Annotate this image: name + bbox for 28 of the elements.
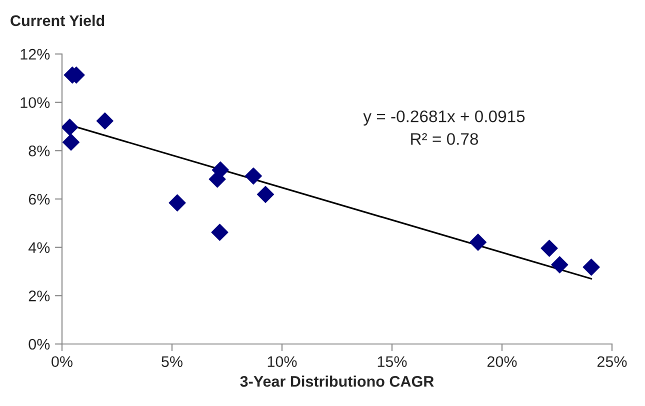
y-tick-label: 10% — [20, 97, 50, 108]
point — [211, 224, 228, 241]
point — [62, 118, 78, 136]
point — [256, 186, 274, 203]
x-tick-label: 0% — [52, 356, 72, 368]
x-tick-label: 25% — [597, 356, 627, 368]
point — [469, 234, 487, 251]
point — [244, 167, 262, 185]
y-tick-label: 0% — [28, 338, 50, 350]
y-axis-title: Current Yield — [10, 14, 104, 26]
point — [96, 112, 114, 130]
x-tick-label: 15% — [378, 356, 407, 368]
x-axis-title: 3-Year Distributiono CAGR — [240, 376, 434, 387]
y-tick-label: 4% — [28, 242, 50, 253]
annotation: R² = 0.78 — [411, 133, 478, 145]
x-tick-label: 20% — [487, 356, 517, 368]
point — [551, 256, 568, 274]
x-tick-label: 10% — [268, 356, 297, 368]
y-tick-label: 12% — [20, 48, 50, 60]
annotation: y = -0.2681x + 0.0915 — [363, 110, 525, 126]
point — [582, 258, 600, 276]
x-tick-label: 5% — [162, 356, 182, 368]
point — [62, 134, 80, 151]
point — [168, 194, 186, 212]
y-tick-label: 8% — [28, 146, 50, 156]
y-tick-label: 6% — [28, 194, 50, 205]
point — [540, 240, 558, 257]
y-tick-label: 2% — [28, 290, 50, 302]
